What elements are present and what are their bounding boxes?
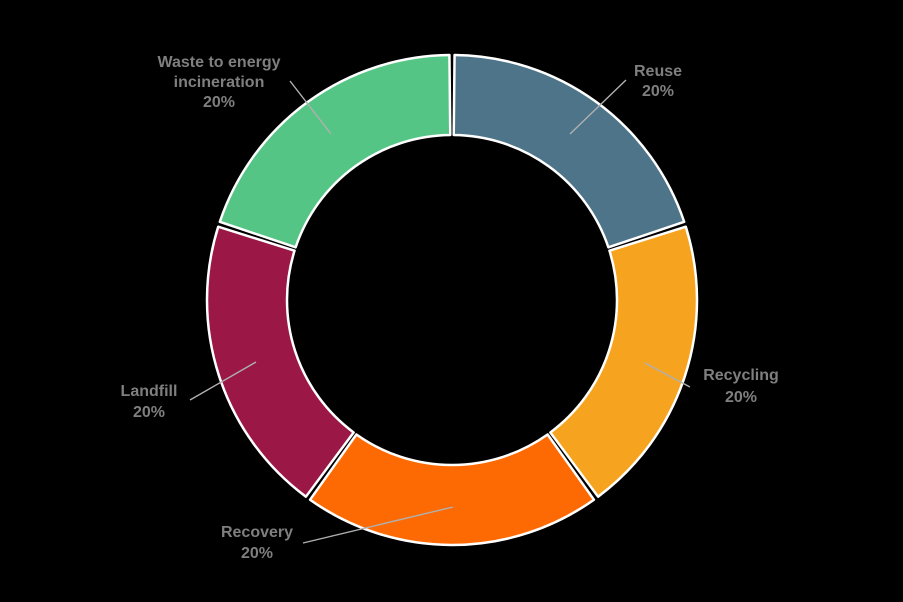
slices-group [205, 53, 699, 547]
slice-recycling[interactable] [549, 225, 699, 498]
slice-label-reuse: Reuse 20% [634, 63, 682, 100]
slice-recovery[interactable] [308, 433, 596, 547]
leader-lines-group [189, 79, 691, 544]
slice-reuse[interactable] [452, 53, 686, 249]
slice-label-landfill: Landfill 20% [121, 383, 178, 421]
leader-line-recycling [644, 362, 691, 388]
slice-label-recovery: Recovery 20% [221, 524, 293, 562]
labels-group: Reuse 20% Recycling 20% Recovery 20% Landfill 2… [121, 54, 779, 562]
slice-label-waste-to-energy-incineration: Waste to energy incineration 20% [158, 54, 281, 111]
leader-line-reuse [569, 79, 627, 135]
slice-waste-to-energy-incineration[interactable] [218, 53, 452, 249]
slice-label-recycling: Recycling 20% [703, 367, 779, 406]
leader-line-waste-to-energy-incineration [289, 80, 332, 135]
slice-landfill[interactable] [205, 225, 355, 498]
leader-line-recovery [302, 506, 454, 544]
leader-line-landfill [189, 361, 257, 401]
